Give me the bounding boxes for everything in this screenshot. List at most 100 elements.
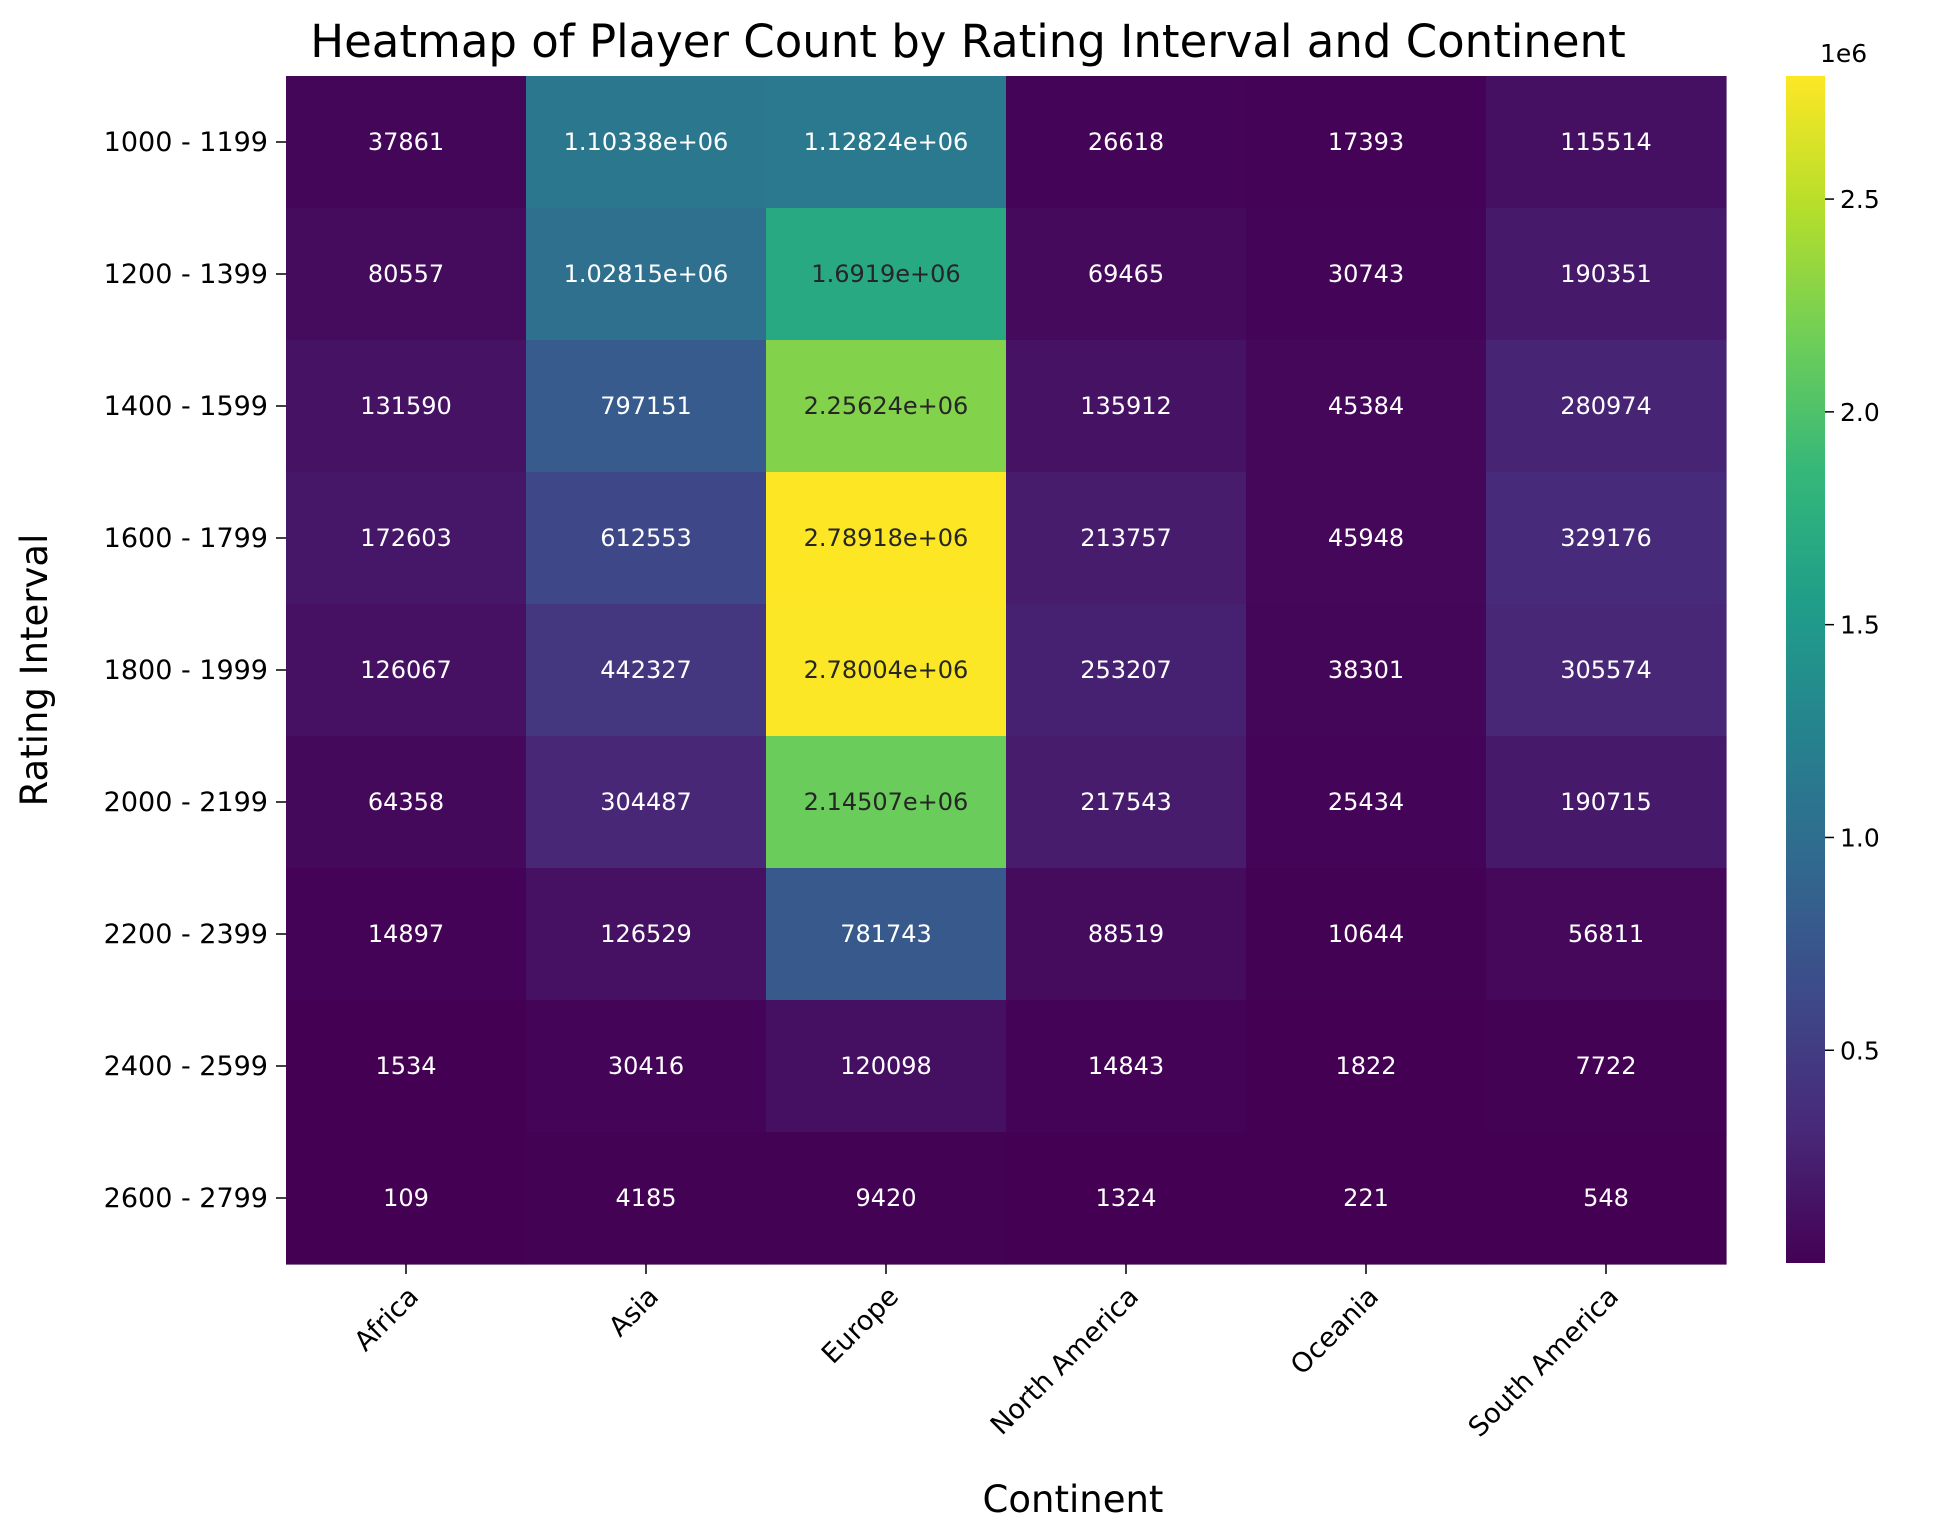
- cell-value-label: 126529: [600, 920, 692, 948]
- cell-value-label: 25434: [1328, 788, 1404, 816]
- cell-value-label: 7722: [1575, 1052, 1636, 1080]
- heatmap-cell: [766, 868, 1007, 1001]
- cell-value-label: 4185: [615, 1184, 676, 1212]
- cell-value-label: 69465: [1088, 260, 1164, 288]
- cell-value-label: 304487: [600, 788, 692, 816]
- x-axis-label: Continent: [983, 1478, 1164, 1521]
- heatmap-cell: [766, 736, 1007, 869]
- cell-value-label: 172603: [360, 524, 452, 552]
- cell-value-label: 797151: [600, 392, 692, 420]
- colorbar-tick-label: 2.0: [1840, 398, 1880, 427]
- cell-value-label: 1324: [1095, 1184, 1156, 1212]
- heatmap-cell: [526, 736, 767, 869]
- cell-value-label: 45948: [1328, 524, 1404, 552]
- cell-value-label: 38301: [1328, 656, 1404, 684]
- cell-value-label: 442327: [600, 656, 692, 684]
- cell-value-label: 2.14507e+06: [804, 788, 969, 816]
- heatmap-cell: [526, 340, 767, 473]
- y-tick-label: 2600 - 2799: [104, 1183, 268, 1214]
- cell-value-label: 126067: [360, 656, 452, 684]
- heatmap-cell: [1006, 868, 1247, 1001]
- heatmap-cell: [1486, 736, 1727, 869]
- cell-value-label: 120098: [840, 1052, 932, 1080]
- cell-value-label: 2.78918e+06: [804, 524, 969, 552]
- cell-value-label: 37861: [368, 128, 444, 156]
- cell-value-label: 10644: [1328, 920, 1404, 948]
- cell-value-label: 221: [1343, 1184, 1389, 1212]
- heatmap-cell: [1246, 604, 1487, 737]
- heatmap-cell: [766, 208, 1007, 341]
- heatmap-cell: [766, 472, 1007, 605]
- heatmap-cell: [766, 1132, 1007, 1265]
- heatmap-cell: [526, 472, 767, 605]
- y-tick-label: 2200 - 2399: [104, 919, 268, 950]
- heatmap-cell: [1246, 1132, 1487, 1265]
- heatmap-cell: [526, 868, 767, 1001]
- heatmap-cell: [1486, 208, 1727, 341]
- colorbar-tick-label: 1.5: [1840, 611, 1880, 640]
- cell-value-label: 1.6919e+06: [811, 260, 960, 288]
- heatmap-cell: [1006, 340, 1247, 473]
- cell-value-label: 30416: [608, 1052, 684, 1080]
- chart-title: Heatmap of Player Count by Rating Interv…: [310, 15, 1625, 68]
- cell-value-label: 1822: [1335, 1052, 1396, 1080]
- cell-value-label: 17393: [1328, 128, 1404, 156]
- heatmap-cell: [526, 1132, 767, 1265]
- heatmap-cell: [526, 604, 767, 737]
- y-tick-label: 2400 - 2599: [104, 1051, 268, 1082]
- colorbar-tick-label: 0.5: [1840, 1036, 1880, 1065]
- cell-value-label: 1.02815e+06: [564, 260, 729, 288]
- cell-value-label: 213757: [1080, 524, 1172, 552]
- cell-value-label: 2.25624e+06: [804, 392, 969, 420]
- cell-value-label: 26618: [1088, 128, 1164, 156]
- colorbar-ticks: 0.5 1.0 1.5 2.0 2.5: [1825, 185, 1880, 1065]
- heatmap-cell: [286, 736, 527, 869]
- heatmap-cell: [526, 208, 767, 341]
- heatmap-cell: [1006, 604, 1247, 737]
- cell-value-label: 115514: [1560, 128, 1652, 156]
- cell-value-label: 612553: [600, 524, 692, 552]
- cell-value-label: 109: [383, 1184, 429, 1212]
- heatmap-cell: [766, 76, 1007, 209]
- colorbar-tick-label: 2.5: [1840, 185, 1880, 214]
- heatmap-cell: [766, 1000, 1007, 1133]
- cell-value-label: 9420: [855, 1184, 916, 1212]
- heatmap-cell: [1006, 736, 1247, 869]
- heatmap-cell: [286, 340, 527, 473]
- x-tick-label: Asia: [603, 1281, 665, 1343]
- heatmap-cell: [286, 1132, 527, 1265]
- x-tick-label: North America: [985, 1281, 1145, 1441]
- heatmap-cell: [286, 604, 527, 737]
- cell-value-label: 30743: [1328, 260, 1404, 288]
- heatmap-cell: [766, 340, 1007, 473]
- cell-value-label: 14897: [368, 920, 444, 948]
- y-tick-label: 1800 - 1999: [104, 655, 268, 686]
- heatmap-cell: [526, 76, 767, 209]
- heatmap-cell: [1006, 1000, 1247, 1133]
- heatmap-cell: [1006, 208, 1247, 341]
- cell-value-label: 88519: [1088, 920, 1164, 948]
- cell-value-label: 548: [1583, 1184, 1629, 1212]
- y-tick-label: 1400 - 1599: [104, 391, 268, 422]
- heatmap-cell: [1246, 868, 1487, 1001]
- cell-value-label: 2.78004e+06: [804, 656, 969, 684]
- y-tick-label: 1000 - 1199: [104, 127, 268, 158]
- heatmap-cell: [766, 604, 1007, 737]
- heatmap-cell: [286, 868, 527, 1001]
- cell-value-label: 1.12824e+06: [804, 128, 969, 156]
- colorbar-tick-label: 1.0: [1840, 823, 1880, 852]
- heatmap-cell: [526, 1000, 767, 1133]
- y-axis-label: Rating Interval: [13, 534, 56, 807]
- x-tick-label: Oceania: [1285, 1281, 1385, 1381]
- cell-value-label: 64358: [368, 788, 444, 816]
- cell-value-label: 305574: [1560, 656, 1652, 684]
- heatmap-cell: [1246, 76, 1487, 209]
- heatmap-cell: [1486, 604, 1727, 737]
- cell-value-label: 217543: [1080, 788, 1172, 816]
- cell-value-label: 253207: [1080, 656, 1172, 684]
- cell-value-label: 131590: [360, 392, 452, 420]
- heatmap-cell: [286, 1000, 527, 1133]
- heatmap-cell: [1486, 340, 1727, 473]
- heatmap-cell: [1246, 736, 1487, 869]
